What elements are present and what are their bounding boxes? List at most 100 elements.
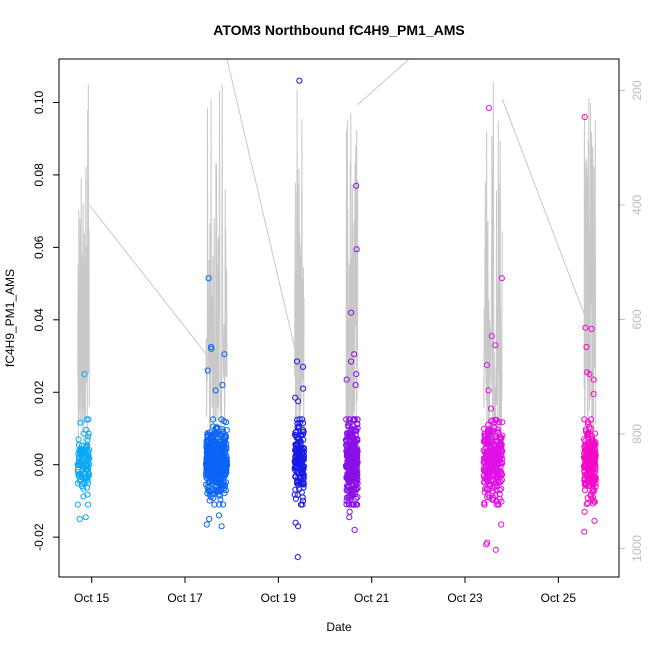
data-point bbox=[344, 484, 351, 491]
data-point bbox=[481, 456, 488, 463]
data-point-outlier bbox=[292, 394, 299, 401]
data-point bbox=[352, 501, 359, 508]
data-point-outlier bbox=[348, 309, 355, 316]
data-point bbox=[299, 463, 306, 470]
data-point-outlier bbox=[85, 501, 92, 508]
data-point bbox=[485, 432, 492, 439]
data-point-outlier bbox=[485, 387, 492, 394]
data-point bbox=[581, 416, 588, 423]
data-point bbox=[490, 420, 497, 427]
data-point-outlier bbox=[582, 324, 589, 331]
right-axis-tick-label: 400 bbox=[630, 195, 644, 215]
x-tick-label: Oct 25 bbox=[541, 591, 577, 605]
data-point bbox=[345, 423, 352, 430]
altitude-connector-line bbox=[501, 98, 585, 314]
data-point-outlier bbox=[203, 521, 210, 528]
data-point bbox=[81, 464, 88, 472]
data-point bbox=[299, 497, 307, 504]
data-point bbox=[485, 455, 492, 462]
data-point-outlier bbox=[353, 246, 360, 253]
data-point bbox=[211, 468, 219, 475]
data-point bbox=[216, 501, 223, 508]
chart-title: ATOM3 Northbound fC4H9_PM1_AMS bbox=[213, 22, 465, 38]
data-point bbox=[217, 455, 224, 463]
data-point bbox=[85, 416, 92, 423]
data-point bbox=[77, 477, 85, 484]
data-point bbox=[292, 473, 299, 480]
data-point bbox=[218, 468, 225, 475]
data-point bbox=[584, 431, 591, 438]
data-point bbox=[481, 501, 488, 508]
data-point bbox=[581, 443, 588, 451]
data-point bbox=[343, 436, 350, 443]
data-point bbox=[204, 450, 211, 457]
data-point bbox=[85, 433, 92, 440]
data-point bbox=[484, 469, 491, 476]
altitude-trace-segment bbox=[77, 84, 90, 451]
data-point bbox=[76, 478, 83, 485]
data-point bbox=[489, 489, 496, 496]
data-point-outlier bbox=[294, 358, 301, 365]
data-point-outlier bbox=[484, 539, 491, 546]
data-point bbox=[205, 441, 212, 448]
data-point-outlier bbox=[498, 521, 505, 528]
x-tick-label: Oct 17 bbox=[167, 591, 203, 605]
data-point-outlier bbox=[590, 391, 597, 398]
data-point bbox=[84, 466, 92, 473]
data-point bbox=[291, 431, 299, 438]
data-point bbox=[206, 483, 213, 490]
data-point bbox=[76, 455, 83, 462]
data-point bbox=[498, 485, 505, 492]
data-point bbox=[223, 419, 230, 426]
data-point bbox=[351, 417, 358, 424]
data-point bbox=[496, 486, 503, 494]
data-point-outlier bbox=[83, 416, 90, 423]
data-point-outlier bbox=[492, 546, 499, 553]
data-point-outlier bbox=[218, 523, 225, 530]
data-point bbox=[495, 479, 502, 486]
altitude-connector-line bbox=[226, 58, 296, 349]
x-tick-label: Oct 15 bbox=[74, 591, 110, 605]
data-point bbox=[490, 484, 497, 491]
data-point bbox=[486, 466, 493, 473]
data-point-outlier bbox=[590, 376, 597, 383]
data-point-outlier bbox=[208, 345, 215, 352]
data-point-outlier bbox=[346, 508, 353, 515]
data-point bbox=[220, 501, 227, 508]
data-point bbox=[292, 486, 299, 493]
data-point bbox=[488, 449, 495, 456]
data-point bbox=[295, 424, 302, 431]
data-point-outlier bbox=[299, 363, 307, 370]
data-point bbox=[481, 437, 488, 444]
data-point bbox=[353, 458, 360, 465]
data-point-outlier bbox=[583, 343, 590, 351]
data-point bbox=[496, 454, 503, 461]
data-point-outlier bbox=[485, 104, 492, 112]
data-point bbox=[480, 425, 488, 432]
data-point bbox=[581, 452, 588, 459]
altitude-trace-layer bbox=[77, 58, 597, 451]
x-tick-label: Oct 19 bbox=[261, 591, 297, 605]
data-point bbox=[217, 435, 224, 443]
data-point bbox=[296, 435, 303, 442]
data-point bbox=[497, 463, 504, 470]
data-point bbox=[206, 458, 214, 465]
data-point bbox=[592, 454, 599, 461]
data-point bbox=[297, 438, 304, 445]
data-point bbox=[299, 431, 307, 438]
data-point-outlier bbox=[295, 398, 302, 405]
y-tick-label: 0.00 bbox=[32, 453, 46, 477]
data-point bbox=[206, 487, 213, 494]
data-point bbox=[488, 442, 495, 449]
data-point-outlier bbox=[351, 351, 358, 358]
data-point bbox=[346, 482, 353, 489]
right-axis-tick-label: 600 bbox=[630, 309, 644, 329]
data-point-outlier bbox=[82, 514, 89, 521]
data-point bbox=[584, 499, 591, 506]
data-point bbox=[78, 460, 86, 467]
data-point bbox=[349, 431, 356, 438]
data-point bbox=[215, 486, 222, 494]
altitude-trace-segment bbox=[294, 89, 305, 448]
data-point bbox=[78, 446, 85, 453]
data-point bbox=[346, 416, 353, 423]
